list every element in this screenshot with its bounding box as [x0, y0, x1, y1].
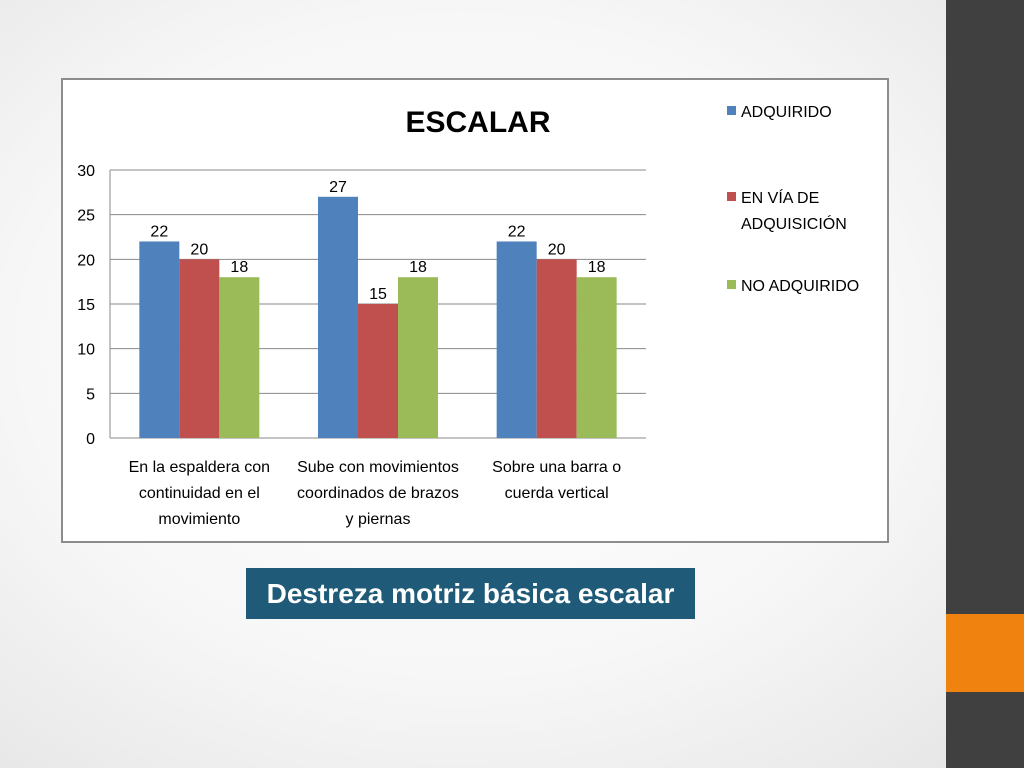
y-tick-label: 25 [77, 208, 95, 225]
chart-frame: ESCALAR 0 5 10 15 20 25 30 22 27 22 20 15 20 18 18 18 En … [61, 78, 889, 543]
bar-value-label: 22 [150, 223, 168, 240]
y-tick-label: 5 [86, 386, 95, 403]
bar-value-label: 18 [230, 259, 248, 276]
legend-swatch [727, 106, 736, 115]
bar-value-label: 18 [588, 259, 606, 276]
bar-value-label: 20 [548, 241, 566, 258]
legend-label: NO ADQUIRIDO [741, 278, 859, 295]
bar [179, 259, 220, 438]
caption-box: Destreza motriz básica escalar [246, 568, 695, 619]
bar-value-label: 27 [329, 179, 347, 196]
bar [219, 277, 260, 438]
x-tick-label: cuerda vertical [505, 485, 609, 502]
x-tick-label: y piernas [346, 511, 411, 528]
bar [398, 277, 438, 438]
x-tick-label: movimiento [158, 511, 240, 528]
slide-caption: Destreza motriz básica escalar [266, 577, 675, 609]
bar [536, 259, 577, 438]
y-tick-label: 0 [86, 431, 95, 448]
bar [576, 277, 617, 438]
legend-swatch [727, 192, 736, 201]
bar-value-label: 15 [369, 286, 387, 303]
y-tick-label: 10 [77, 342, 95, 359]
chart-title: ESCALAR [405, 106, 550, 139]
legend-label: ADQUISICIÓN [741, 214, 847, 233]
y-tick-label: 30 [77, 163, 95, 180]
x-tick-label: En la espaldera con [129, 459, 270, 476]
bar [318, 196, 358, 438]
y-tick-label: 20 [77, 252, 95, 269]
bar-value-label: 18 [409, 259, 427, 276]
x-tick-label: continuidad en el [139, 485, 260, 502]
x-tick-label: Sobre una barra o [492, 459, 621, 476]
legend-swatch [727, 280, 736, 289]
legend-label: ADQUIRIDO [741, 104, 832, 121]
legend-label: EN VÍA DE [741, 188, 819, 207]
bar [358, 304, 398, 438]
bar-chart: ESCALAR 0 5 10 15 20 25 30 22 27 22 20 15 20 18 18 18 En … [77, 104, 859, 528]
bar-value-label: 20 [190, 241, 208, 258]
x-tick-label: Sube con movimientos [297, 459, 459, 476]
bar-value-label: 22 [508, 223, 526, 240]
bar [139, 241, 180, 438]
bar [496, 241, 537, 438]
y-tick-label: 15 [77, 297, 95, 314]
x-tick-label: coordinados de brazos [297, 485, 459, 502]
slide-sidebar-accent [946, 614, 1024, 692]
